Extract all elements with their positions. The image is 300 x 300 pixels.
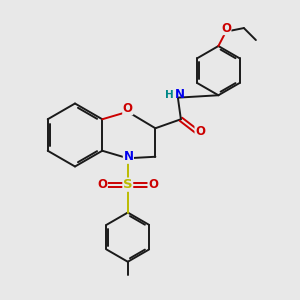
Text: H: H (164, 90, 173, 100)
Text: N: N (175, 88, 185, 101)
Text: O: O (221, 22, 231, 34)
Text: S: S (123, 178, 133, 191)
Text: O: O (123, 102, 133, 115)
Text: O: O (195, 125, 205, 138)
Text: N: N (123, 150, 134, 163)
Text: O: O (148, 178, 158, 191)
Text: O: O (97, 178, 107, 191)
